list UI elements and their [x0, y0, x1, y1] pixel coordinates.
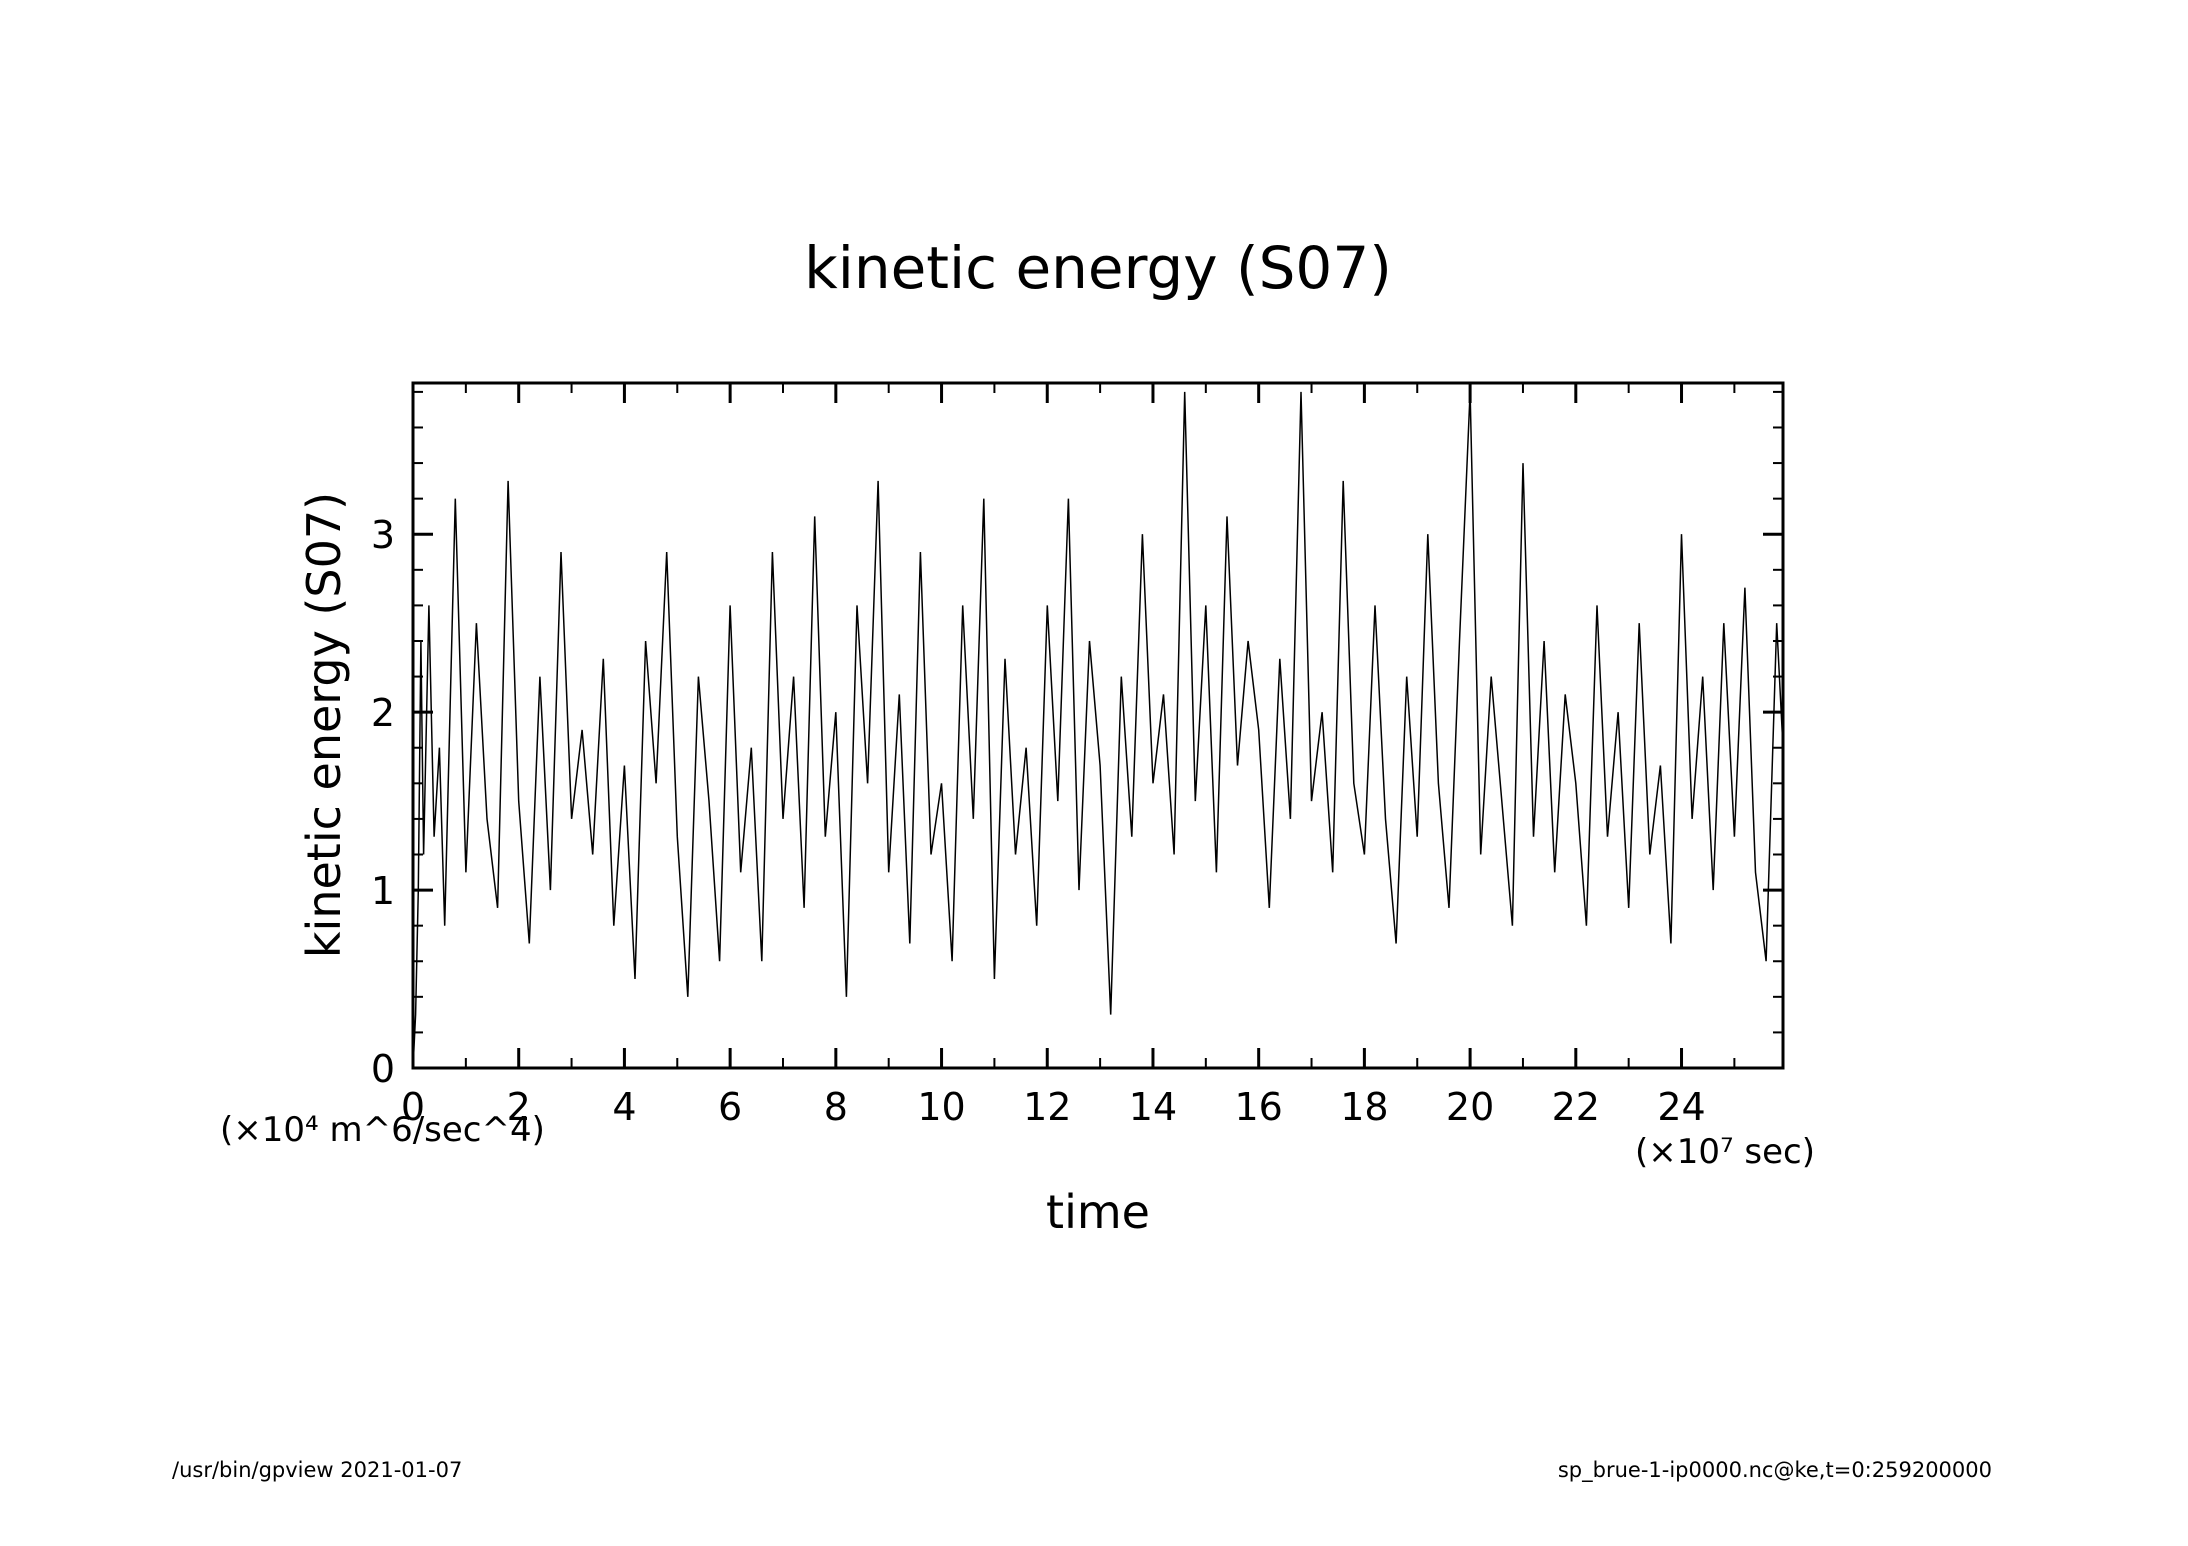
x-tick-label: 18 — [1340, 1085, 1388, 1129]
x-tick-label: 8 — [824, 1085, 848, 1129]
x-tick-label: 0 — [401, 1085, 425, 1129]
x-tick-label: 24 — [1657, 1085, 1705, 1129]
y-axis-label: kinetic energy (S07) — [297, 492, 351, 958]
y-unit-label: (×10⁴ m^6/sec^4) — [220, 1110, 545, 1150]
plot-frame — [411, 381, 1785, 1070]
x-tick-label: 6 — [718, 1085, 742, 1129]
x-tick-label: 10 — [917, 1085, 965, 1129]
y-tick-label: 1 — [371, 869, 395, 913]
series-line — [412, 391, 1784, 1069]
footer-left: /usr/bin/gpview 2021-01-07 — [172, 1458, 463, 1482]
x-tick-label: 2 — [507, 1085, 531, 1129]
x-tick-label: 20 — [1446, 1085, 1494, 1129]
y-tick-label: 0 — [371, 1047, 395, 1091]
y-tick-label: 2 — [371, 691, 395, 735]
x-tick-label: 22 — [1552, 1085, 1600, 1129]
x-unit-label: (×10⁷ sec) — [1635, 1132, 1815, 1172]
x-axis: 0 2 4 6 8 10 12 14 16 18 20 22 24 — [401, 383, 1736, 1129]
x-tick-label: 12 — [1023, 1085, 1071, 1129]
x-tick-label: 14 — [1129, 1085, 1177, 1129]
x-tick-label: 16 — [1234, 1085, 1282, 1129]
chart-title: kinetic energy (S07) — [804, 234, 1392, 302]
footer-right: sp_brue-1-ip0000.nc@ke,t=0:259200000 — [1557, 1458, 1992, 1482]
y-tick-label: 3 — [371, 513, 395, 557]
y-axis: 0 1 2 3 — [371, 390, 1783, 1091]
x-axis-label: time — [1046, 1185, 1150, 1239]
x-tick-label: 4 — [612, 1085, 636, 1129]
